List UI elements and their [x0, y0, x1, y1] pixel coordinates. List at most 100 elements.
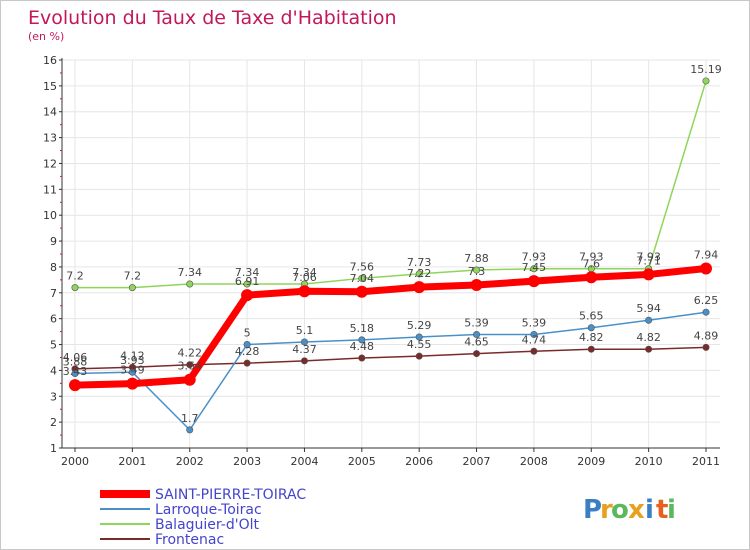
data-label: 4.82	[579, 331, 604, 344]
series-group	[69, 77, 712, 434]
data-point	[300, 338, 308, 346]
data-label: 3.49	[120, 364, 145, 377]
data-point	[415, 270, 423, 278]
plot-background	[62, 60, 720, 448]
x-tick-label: 2007	[463, 455, 491, 468]
data-label: 7.2	[124, 270, 142, 283]
data-label: 4.06	[63, 351, 88, 364]
data-label: 7.2	[66, 270, 84, 283]
data-label: 6.91	[235, 275, 260, 288]
data-label: 7.73	[407, 256, 432, 269]
y-tick-label: 3	[50, 390, 57, 403]
data-point	[358, 336, 366, 344]
data-point	[183, 373, 196, 386]
y-tick-label: 16	[43, 54, 57, 67]
y-tick-label: 2	[50, 416, 57, 429]
logo-letter: t	[656, 495, 668, 525]
data-label: 7.34	[235, 266, 260, 279]
data-point	[355, 285, 368, 298]
data-label: 4.37	[292, 343, 317, 356]
data-label: 3.43	[63, 365, 88, 378]
data-point	[530, 265, 538, 273]
data-label: 7.22	[407, 267, 432, 280]
data-point	[470, 279, 483, 292]
data-label: 7.3	[468, 265, 486, 278]
series-line	[74, 311, 707, 431]
data-label: 6.25	[694, 294, 719, 307]
legend-label: Frontenac	[155, 532, 224, 548]
data-point	[300, 357, 308, 365]
data-point	[186, 280, 194, 288]
series-line	[74, 80, 707, 289]
legend: SAINT-PIERRE-TOIRACLarroque-ToiracBalagu…	[100, 487, 306, 548]
y-tick-label: 5	[50, 339, 57, 352]
data-label: 5.94	[636, 302, 661, 315]
data-label: 7.6	[583, 257, 601, 270]
data-label: 3.64	[177, 360, 202, 373]
data-label: 5.65	[579, 310, 604, 323]
data-label: 5.39	[464, 316, 489, 329]
data-label: 4.65	[464, 336, 489, 349]
data-label: 7.88	[464, 252, 489, 265]
legend-label: Balaguier-d'Olt	[155, 517, 259, 533]
plot-area	[62, 60, 720, 448]
y-tick-label: 15	[43, 80, 57, 93]
data-point	[298, 285, 311, 298]
data-point	[71, 370, 79, 378]
data-label: 5.1	[296, 324, 314, 337]
data-point	[702, 343, 710, 351]
data-label: 7.34	[177, 266, 202, 279]
data-point	[186, 426, 194, 434]
data-label: 3.93	[120, 354, 145, 367]
proxiti-logo: Pro x i ti	[583, 495, 676, 525]
data-point	[126, 377, 139, 390]
data-point	[69, 379, 81, 392]
data-label: 4.12	[120, 349, 145, 362]
data-label: 4.22	[177, 347, 202, 360]
logo-letter: i	[667, 495, 676, 525]
y-tick-label: 9	[50, 235, 57, 248]
data-point	[243, 341, 251, 349]
chart-title: Evolution du Taux de Taxe d'Habitation	[28, 7, 397, 29]
x-tick-label: 2009	[577, 455, 605, 468]
y-tick-label: 12	[43, 157, 57, 170]
y-tick-label: 4	[50, 364, 57, 377]
data-point	[530, 330, 538, 338]
data-label: 7.93	[579, 251, 604, 264]
data-point	[473, 330, 481, 338]
data-label: 5.39	[522, 316, 547, 329]
data-label: 4.28	[235, 345, 260, 358]
data-label: 15.19	[690, 63, 722, 76]
data-label: 4.74	[522, 333, 547, 346]
data-label: 7.71	[636, 254, 661, 267]
data-point	[243, 359, 251, 367]
data-point	[243, 280, 251, 288]
data-label: 4.55	[407, 338, 432, 351]
data-label: 4.82	[636, 331, 661, 344]
y-tick-label: 14	[43, 106, 57, 119]
legend-label: Larroque-Toirac	[155, 502, 262, 518]
x-tick-label: 2001	[118, 455, 146, 468]
data-point	[642, 268, 655, 281]
data-point	[585, 271, 598, 284]
data-point	[587, 324, 595, 332]
logo-letter: x	[628, 495, 645, 525]
data-point	[645, 316, 653, 324]
x-tick-label: 2004	[290, 455, 318, 468]
legend-label: SAINT-PIERRE-TOIRAC	[155, 487, 306, 503]
data-point	[702, 77, 710, 85]
data-label: 5.18	[350, 322, 375, 335]
data-label: 1.7	[181, 412, 199, 425]
data-label: 7.06	[292, 271, 317, 284]
data-point	[358, 274, 366, 282]
data-point	[700, 262, 712, 275]
data-point	[71, 284, 79, 292]
data-label: 5	[244, 327, 251, 340]
x-tick-label: 2000	[61, 455, 89, 468]
y-tick-label: 13	[43, 132, 57, 145]
data-label: 4.89	[694, 329, 719, 342]
data-point	[128, 368, 136, 376]
data-point	[358, 354, 366, 362]
x-tick-label: 2006	[405, 455, 433, 468]
